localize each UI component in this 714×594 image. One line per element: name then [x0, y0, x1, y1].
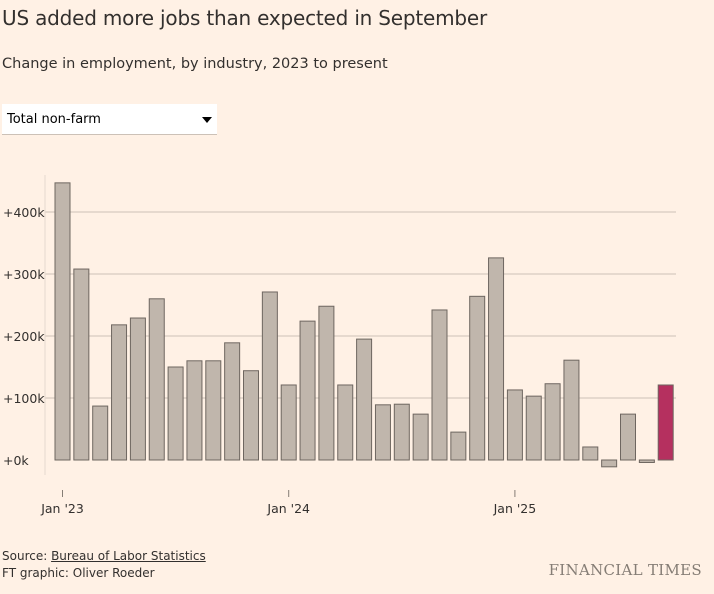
bar-2025-07: [620, 413, 636, 461]
y-tick-label: +200k: [3, 329, 45, 344]
bar-2023-02: [73, 268, 90, 461]
bar-2023-06: [148, 298, 165, 461]
bar-2024-04: [337, 384, 354, 461]
y-tick-label: +100k: [3, 391, 45, 406]
bar-2023-03: [92, 405, 109, 461]
bar-2024-03: [318, 305, 335, 461]
bar-2024-05: [356, 338, 373, 461]
footer: Source: Bureau of Labor Statistics FT gr…: [2, 548, 206, 582]
source-link[interactable]: Bureau of Labor Statistics: [51, 549, 206, 563]
bar-2025-09: [657, 384, 674, 461]
bar-2025-06: [601, 459, 618, 468]
bar-2024-07: [393, 403, 410, 461]
y-tick-label: +400k: [3, 205, 45, 220]
source-label: Source:: [2, 549, 52, 563]
bar-2023-09: [205, 360, 222, 461]
bar-2023-05: [129, 317, 146, 461]
bar-2023-12: [261, 291, 278, 461]
bar-2024-11: [469, 295, 486, 461]
graphic-credit: FT graphic: Oliver Roeder: [2, 566, 155, 580]
bar-2023-10: [224, 342, 241, 461]
bar-2025-01: [506, 389, 523, 461]
chevron-down-icon: [202, 117, 212, 123]
bar-2025-05: [582, 446, 599, 461]
bar-2024-10: [450, 431, 467, 461]
x-tick-label: Jan '24: [266, 501, 310, 516]
y-tick-label: +0k: [3, 453, 29, 468]
chart-title: US added more jobs than expected in Sept…: [2, 6, 488, 30]
bar-2024-09: [431, 309, 448, 461]
bar-chart: +0k +100k +200k +300k +400k Jan '23 Jan '24 Jan…: [3, 175, 676, 516]
bar-2023-01: [54, 182, 71, 461]
bar-2024-12: [488, 257, 505, 461]
bar-2025-04: [563, 359, 580, 461]
bar-2023-07: [167, 366, 184, 461]
bar-2024-01: [280, 384, 297, 461]
bar-2023-11: [243, 370, 259, 461]
dropdown-selected-value: Total non-farm: [7, 112, 101, 127]
bar-2023-08: [186, 360, 203, 461]
bar-2024-06: [374, 404, 391, 461]
y-tick-label: +300k: [3, 267, 45, 282]
bar-2024-08: [412, 413, 429, 461]
industry-dropdown[interactable]: Total non-farm: [2, 104, 217, 135]
x-tick-label: Jan '25: [493, 501, 537, 516]
bar-2024-02: [299, 320, 316, 461]
x-tick-label: Jan '23: [40, 501, 84, 516]
bar-2025-02: [525, 395, 542, 461]
bar-2025-08: [638, 459, 655, 463]
ft-logo: FINANCIAL TIMES: [548, 561, 702, 579]
bar-2025-03: [544, 383, 561, 461]
chart-subtitle: Change in employment, by industry, 2023 …: [2, 56, 388, 72]
bar-2023-04: [111, 324, 128, 461]
